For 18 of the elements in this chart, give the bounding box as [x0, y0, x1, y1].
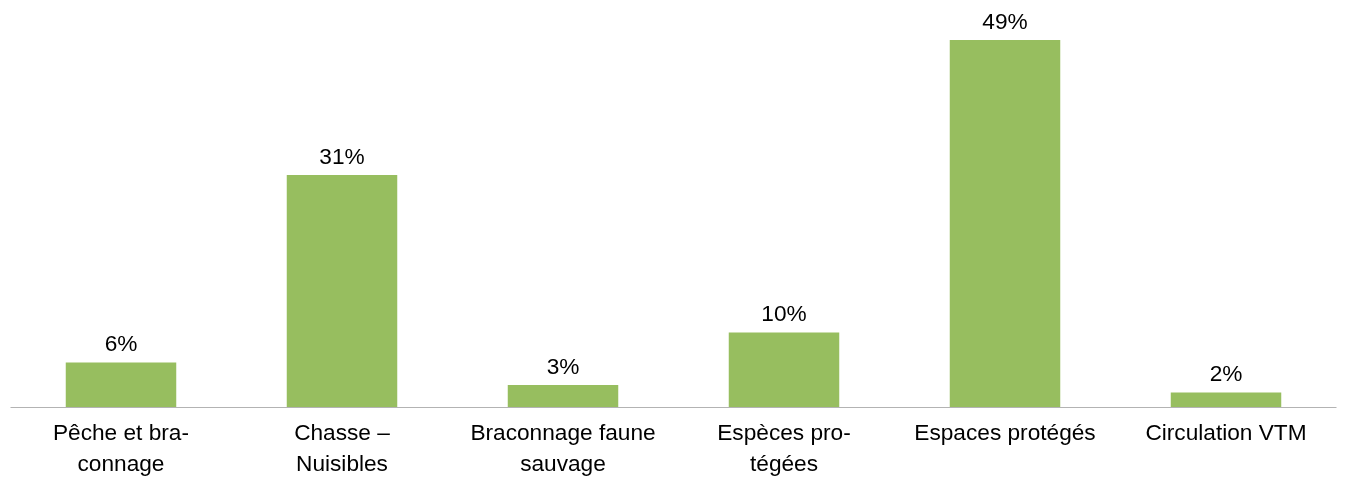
bar [728, 332, 840, 408]
data-label: 31% [319, 142, 365, 169]
x-tick-label: Espèces pro- tégées [717, 418, 851, 476]
x-tick-label: Chasse – Nuisibles [294, 418, 391, 476]
bar [286, 174, 398, 408]
x-tick-label: Braconnage faune sauvage [470, 418, 656, 476]
bar [65, 362, 177, 408]
data-label: 3% [546, 352, 580, 379]
data-label: 6% [104, 330, 138, 357]
bar [507, 384, 619, 408]
data-label: 49% [982, 7, 1028, 34]
data-label: 2% [1209, 360, 1243, 387]
x-tick-label: Pêche et bra- connage [52, 418, 190, 476]
data-label: 10% [761, 300, 807, 327]
x-tick-label: Espaces protégés [914, 418, 1096, 445]
x-tick-label: Circulation VTM [1145, 418, 1307, 445]
bar [1170, 392, 1282, 408]
bar [949, 39, 1061, 408]
